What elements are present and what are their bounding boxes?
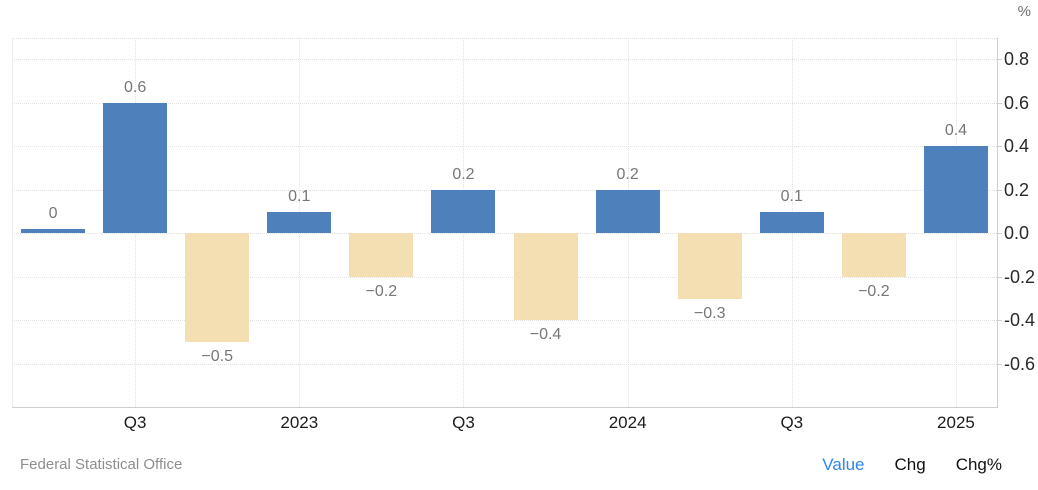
y-axis-tick: [997, 363, 1002, 365]
bar-value-label-2: −0.5: [201, 348, 233, 366]
bar-value-label-9: 0.1: [780, 187, 803, 205]
bar-9[interactable]: [759, 211, 824, 234]
h-gridline: [12, 233, 997, 235]
h-gridline: [12, 363, 997, 365]
x-axis-tick-label: 2023: [280, 413, 319, 432]
x-axis-tick-label: Q3: [780, 413, 804, 432]
bar-value-label-0: 0: [48, 205, 58, 223]
bar-0[interactable]: [21, 229, 86, 234]
bar-3[interactable]: [267, 211, 332, 234]
h-gridline: [12, 189, 997, 191]
y-axis-tick-label: -0.2: [1004, 266, 1036, 287]
y-axis-tick-label: -0.4: [1004, 310, 1036, 331]
bar-6[interactable]: [513, 233, 578, 321]
plot-left-border: [12, 38, 13, 407]
y-axis-tick: [997, 59, 1002, 61]
bar-8[interactable]: [677, 233, 742, 299]
bar-value-label-5: 0.2: [452, 165, 475, 183]
bar-value-label-10: −0.2: [858, 282, 890, 300]
x-axis-tick-label: 2025: [937, 413, 975, 432]
footer-link-value[interactable]: Value: [822, 455, 865, 474]
y-axis-tick-label: 0.6: [1004, 92, 1030, 113]
bar-value-label-1: 0.6: [124, 78, 147, 96]
bar-value-label-4: −0.2: [365, 282, 398, 300]
y-axis-tick: [997, 146, 1002, 148]
bar-value-label-11: 0.4: [944, 122, 968, 140]
x-axis-tick-label: 2024: [608, 413, 647, 432]
x-axis-tick-label: Q3: [452, 413, 475, 432]
bar-10[interactable]: [841, 233, 906, 277]
y-axis-tick-label: 0.0: [1004, 223, 1030, 244]
y-axis-tick: [997, 276, 1002, 278]
h-gridline: [12, 102, 997, 104]
y-axis-tick: [997, 102, 1002, 104]
h-gridline: [12, 59, 997, 61]
h-gridline: [12, 276, 997, 278]
bar-11[interactable]: [923, 146, 988, 234]
bar-1[interactable]: [103, 102, 168, 234]
bar-4[interactable]: [349, 233, 414, 277]
y-axis-unit-label: %: [1017, 3, 1031, 20]
x-axis-tick-label: Q3: [123, 413, 147, 432]
y-axis-tick: [997, 320, 1002, 322]
y-axis-line: [997, 38, 998, 408]
y-axis-tick-label: 0.2: [1004, 179, 1030, 200]
bar-5[interactable]: [431, 189, 496, 234]
footer-link-chg[interactable]: Chg: [894, 455, 926, 474]
h-gridline: [12, 320, 997, 322]
source-attribution: Federal Statistical Office: [20, 456, 183, 473]
h-gridline: [12, 146, 997, 148]
bar-value-label-3: 0.1: [288, 187, 311, 205]
footer-link-chg[interactable]: Chg%: [955, 455, 1002, 474]
y-axis-tick-label: 0.8: [1004, 49, 1030, 70]
bar-value-label-6: −0.4: [529, 326, 562, 344]
series-mode-switcher: Value Chg Chg%: [822, 455, 1002, 475]
x-axis-line: [12, 407, 998, 408]
bar-value-label-8: −0.3: [693, 304, 726, 322]
bar-value-label-7: 0.2: [616, 165, 639, 183]
bar-7[interactable]: [595, 189, 660, 234]
y-axis-tick-label: 0.4: [1004, 136, 1030, 157]
y-axis-tick-label: -0.6: [1004, 353, 1036, 374]
plot-top-border: [12, 38, 997, 39]
y-axis-tick: [997, 233, 1002, 235]
bar-2[interactable]: [185, 233, 250, 343]
y-axis-tick: [997, 189, 1002, 191]
